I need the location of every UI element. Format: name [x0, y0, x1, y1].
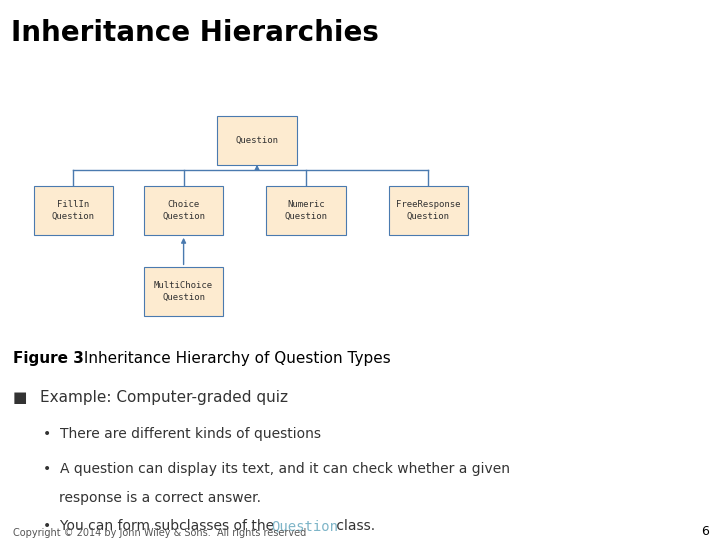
FancyBboxPatch shape — [389, 186, 468, 235]
Text: MultiChoice
Question: MultiChoice Question — [154, 281, 213, 302]
FancyBboxPatch shape — [144, 186, 223, 235]
Text: Copyright © 2014 by John Wiley & Sons.  All rights reserved: Copyright © 2014 by John Wiley & Sons. A… — [13, 528, 306, 538]
Text: Question: Question — [235, 136, 279, 145]
FancyBboxPatch shape — [217, 116, 297, 165]
FancyBboxPatch shape — [144, 267, 223, 316]
Text: Choice
Question: Choice Question — [162, 200, 205, 221]
Text: ■: ■ — [13, 390, 27, 405]
Text: Numeric
Question: Numeric Question — [284, 200, 328, 221]
FancyBboxPatch shape — [266, 186, 346, 235]
Text: class.: class. — [333, 519, 376, 534]
Text: Question: Question — [271, 519, 338, 534]
Text: •  A question can display its text, and it can check whether a given: • A question can display its text, and i… — [43, 462, 510, 476]
FancyBboxPatch shape — [34, 186, 113, 235]
Text: Figure 3: Figure 3 — [13, 351, 84, 366]
Text: FreeResponse
Question: FreeResponse Question — [396, 200, 461, 221]
Text: •  You can form subclasses of the: • You can form subclasses of the — [43, 519, 279, 534]
Text: response is a correct answer.: response is a correct answer. — [59, 491, 261, 505]
Text: Inheritance Hierarchy of Question Types: Inheritance Hierarchy of Question Types — [79, 351, 391, 366]
Text: Example: Computer-graded quiz: Example: Computer-graded quiz — [40, 390, 287, 405]
Text: Inheritance Hierarchies: Inheritance Hierarchies — [11, 19, 379, 47]
Text: 6: 6 — [701, 525, 709, 538]
Text: •  There are different kinds of questions: • There are different kinds of questions — [43, 427, 321, 441]
Text: FillIn
Question: FillIn Question — [52, 200, 95, 221]
